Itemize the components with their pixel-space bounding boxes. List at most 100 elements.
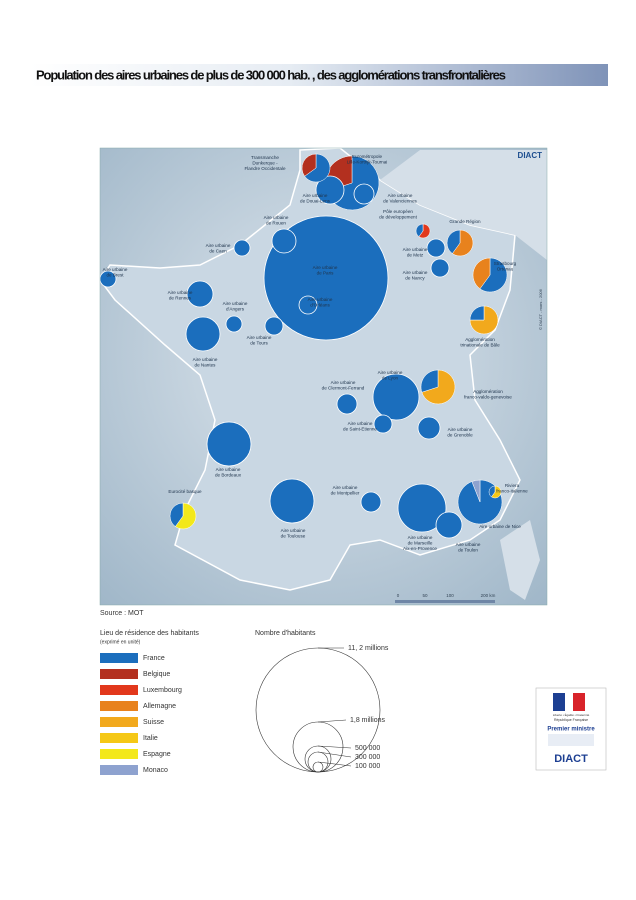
city-label: de Clermont-Ferrand	[322, 386, 365, 391]
legend-swatch	[100, 749, 138, 759]
scale-bar: 0 50 100 200 km	[395, 593, 496, 603]
city-label: de Grenoble	[447, 433, 473, 438]
city-circle	[298, 295, 318, 315]
city-label: Eurométropole	[352, 154, 383, 159]
flag-white	[565, 693, 573, 711]
pie-slice	[415, 223, 424, 238]
city-label: Aire urbaine	[313, 265, 338, 270]
pie-slice	[304, 153, 331, 183]
city-label: trinationale de Bâle	[460, 343, 500, 348]
city-label: Aire urbaine	[264, 215, 289, 220]
legend-swatch	[100, 733, 138, 743]
scale-label: 100	[446, 593, 454, 598]
city-label: de Nancy	[405, 276, 425, 281]
city-circle	[336, 393, 358, 415]
city-circle	[269, 478, 315, 524]
pie-slice	[418, 223, 431, 239]
pie-slice	[472, 257, 491, 290]
legend-swatch	[100, 717, 138, 727]
city-label: de Nantes	[195, 363, 217, 368]
city-circle	[225, 315, 243, 333]
legend-title: Lieu de résidence des habitants	[100, 630, 199, 637]
scale-label: 50	[422, 593, 428, 598]
title-bar	[30, 64, 608, 86]
size-leader	[317, 745, 352, 749]
city-label: Transmanche	[251, 155, 279, 160]
city-label: de Rennes	[169, 296, 192, 301]
city-label: de Lyon	[382, 376, 399, 381]
logo-office: Premier ministre	[547, 727, 595, 733]
logo-text-block	[548, 734, 594, 746]
title: Population des aires urbaines de plus de…	[36, 67, 506, 82]
pie-slice	[491, 485, 502, 499]
city-circle	[185, 316, 221, 352]
city-label: de Brest	[106, 273, 124, 278]
city-label: Strasbourg	[494, 261, 517, 266]
city-circle	[417, 416, 441, 440]
city-label: Ortenau	[497, 267, 514, 272]
city-label: Aire urbaine	[247, 335, 272, 340]
size-leader	[317, 751, 352, 758]
corsica	[500, 520, 540, 600]
legend-swatch	[100, 653, 138, 663]
legend-label: Italie	[143, 735, 158, 742]
pie-slice	[421, 369, 456, 405]
legend-label: Monaco	[143, 767, 168, 774]
city-label: de Caen	[209, 249, 227, 254]
city-circle	[360, 491, 382, 513]
city-label: Aire urbaine	[403, 247, 428, 252]
legend-label: Allemagne	[143, 703, 176, 710]
city-label: Flandre Occidentale	[244, 166, 286, 171]
size-label: 500 000	[355, 745, 380, 752]
city-circle	[263, 215, 389, 341]
city-circle	[264, 316, 284, 336]
legend-swatch	[100, 765, 138, 775]
scale-rule	[395, 600, 495, 603]
pie-slice	[469, 305, 485, 321]
city-circle	[372, 373, 420, 421]
city-circle	[271, 228, 297, 254]
flag-red	[573, 693, 585, 711]
city-label: Agglomération	[465, 337, 495, 342]
logo-motto: Liberté • Égalité • Fraternité	[553, 712, 590, 717]
city-circle	[397, 483, 447, 533]
pie-slice	[471, 479, 481, 503]
city-label: de développement	[379, 215, 418, 220]
city-label: Aire urbaine	[378, 370, 403, 375]
city-circle	[435, 511, 463, 539]
city-circle	[430, 258, 450, 278]
legend-swatch	[100, 685, 138, 695]
source: Source : MOT	[100, 610, 144, 617]
city-label: Aire urbaine de Nice	[479, 524, 521, 529]
city-circle	[426, 238, 446, 258]
city-label: de Toulon	[458, 548, 478, 553]
legend-label: Luxembourg	[143, 687, 182, 694]
city-label: de Rouen	[266, 221, 286, 226]
city-label: Agglomération	[473, 389, 503, 394]
city-label: Aire urbaine	[388, 193, 413, 198]
city-label: Aire urbaine	[408, 535, 433, 540]
size-leader	[317, 719, 347, 723]
city-circle	[315, 175, 345, 205]
city-label: franco-italienne	[496, 489, 528, 494]
city-label: Dunkerque -	[252, 161, 278, 166]
city-label: Lille-Kortrijk-Tournai	[347, 160, 388, 165]
pie-slice	[169, 502, 184, 527]
city-label: Aix-en-Provence	[403, 546, 437, 551]
city-label: Riviera	[505, 483, 520, 488]
city-label: Aire urbaine	[348, 421, 373, 426]
city-label: de Bordeaux	[215, 473, 242, 478]
logo-republic: République Française	[554, 718, 588, 722]
logo: Liberté • Égalité • Fraternité Républiqu…	[535, 687, 607, 771]
city-circle	[353, 183, 375, 205]
city-label: d'Orléans	[310, 303, 330, 308]
city-circle	[233, 239, 251, 257]
city-label: Aire urbaine	[103, 267, 128, 272]
city-label: Eurocité basque	[168, 489, 202, 494]
pie-slice	[301, 153, 317, 177]
size-legend-title: Nombre d'habitants	[255, 630, 316, 637]
city-label: d'Angers	[226, 307, 245, 312]
